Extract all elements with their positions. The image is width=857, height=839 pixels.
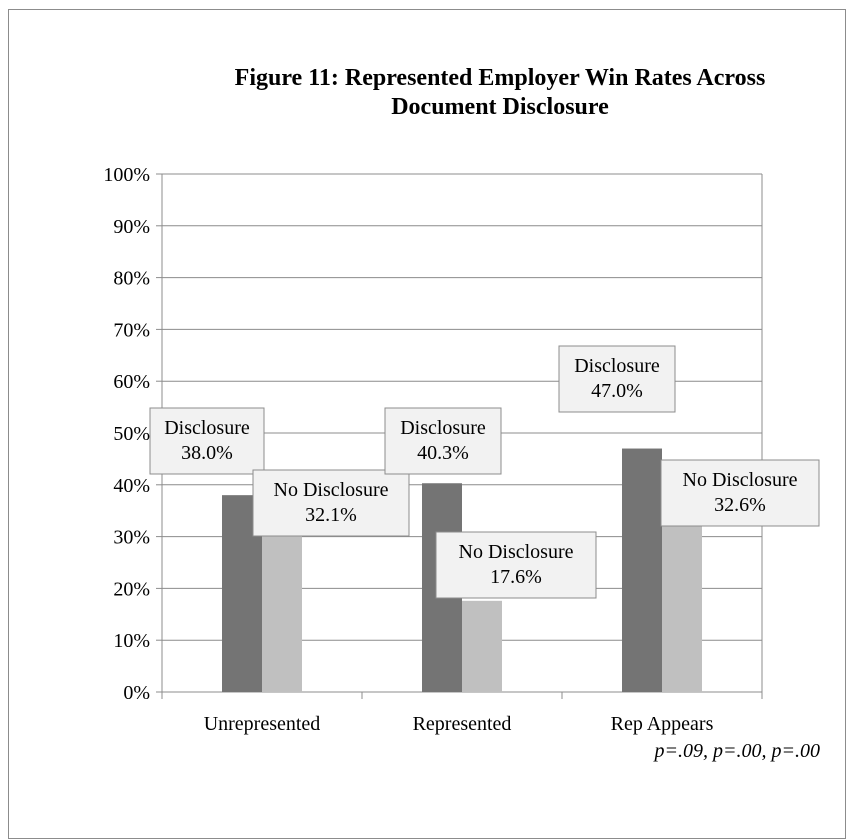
y-tick-label: 0% (123, 682, 150, 704)
data-label-series: No Disclosure (274, 479, 389, 501)
data-label-box (435, 531, 597, 599)
bar-no-disclosure (662, 523, 702, 692)
data-label-box (384, 407, 502, 475)
data-label-box (660, 459, 820, 527)
data-label-value: 47.0% (591, 380, 643, 402)
data-label-value: 32.1% (305, 504, 357, 526)
data-label-value: 38.0% (181, 442, 233, 464)
bar-no-disclosure (262, 525, 302, 692)
y-tick-label: 60% (113, 371, 150, 393)
y-tick-label: 10% (113, 630, 150, 652)
y-tick-label: 40% (113, 475, 150, 497)
y-tick-label: 100% (103, 164, 150, 186)
y-tick-label: 70% (113, 319, 150, 341)
p-value-note: p=.09, p=.00, p=.00 (654, 740, 821, 762)
bar-no-disclosure (462, 600, 502, 692)
x-tick-label: Represented (413, 713, 512, 735)
chart-title-line-1: Figure 11: Represented Employer Win Rate… (234, 65, 766, 91)
data-label-value: 17.6% (490, 566, 542, 588)
data-label-value: 32.6% (714, 494, 766, 516)
chart-title: Figure 11: Represented Employer Win Rate… (140, 64, 857, 122)
x-tick-label: Unrepresented (204, 713, 321, 735)
data-label-series: No Disclosure (683, 469, 798, 491)
y-tick-label: 20% (113, 578, 150, 600)
x-tick-label: Rep Appears (611, 713, 714, 735)
y-tick-label: 50% (113, 423, 150, 445)
chart-title-line-2: Document Disclosure (391, 94, 609, 120)
bar-disclosure (622, 448, 662, 692)
data-label-series: Disclosure (574, 355, 660, 377)
data-label-series: Disclosure (400, 417, 486, 439)
y-tick-label: 30% (113, 527, 150, 549)
data-label-series: Disclosure (164, 417, 250, 439)
data-label-series: No Disclosure (459, 541, 574, 563)
data-label-box (149, 407, 265, 475)
data-label-box (252, 469, 410, 537)
y-tick-label: 90% (113, 216, 150, 238)
data-label-value: 40.3% (417, 442, 469, 464)
y-tick-label: 80% (113, 268, 150, 290)
data-label-box (558, 345, 676, 413)
